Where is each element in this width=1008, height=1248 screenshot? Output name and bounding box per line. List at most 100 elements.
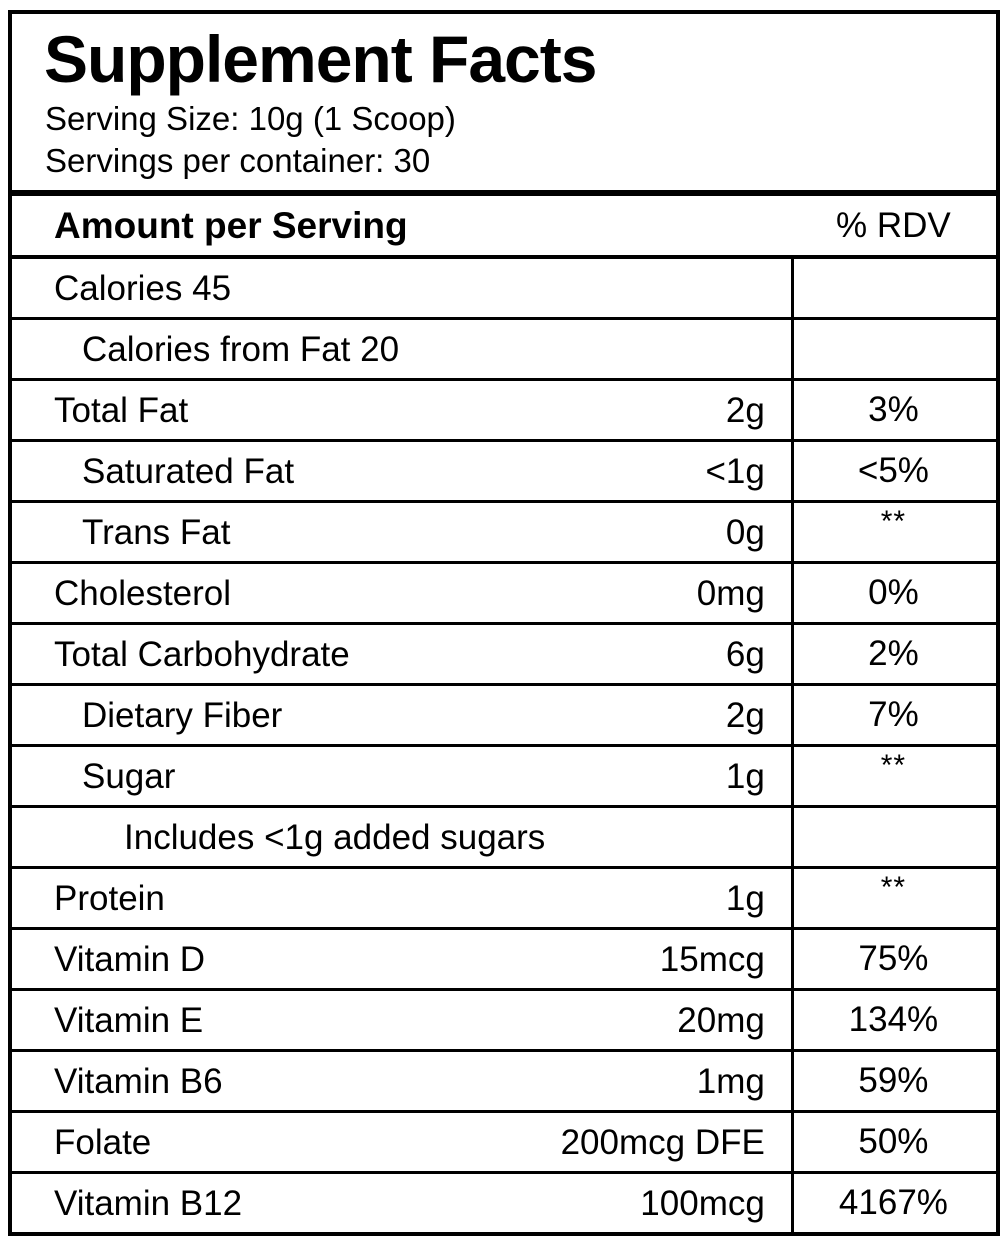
rdv-cell: 0% [790,561,996,625]
table-row: Calories 45 [12,256,996,320]
nutrient-amount: 1g [725,756,765,796]
nutrient-cell: Includes <1g added sugars [12,808,791,866]
nutrient-amount: 1g [725,878,765,918]
table-row: Protein 1g ** [12,866,996,930]
nutrient-cell: Trans Fat 0g [12,503,791,561]
nutrient-name: Total Fat [54,390,189,430]
row-divider [12,927,996,930]
row-divider [12,1171,996,1174]
table-row: Calories from Fat 20 [12,317,996,381]
nutrient-cell: Cholesterol 0mg [12,564,791,622]
rdv-value: 3% [868,390,919,429]
nutrient-cell: Vitamin D 15mcg [12,930,791,988]
nutrient-cell: Total Carbohydrate 6g [12,625,791,683]
rdv-cell: 134% [790,988,996,1052]
nutrient-cell: Calories from Fat 20 [12,320,791,378]
rdv-cell [790,317,996,381]
rdv-value: 75% [858,939,929,978]
rdv-cell: ** [790,866,996,930]
nutrient-cell: Protein 1g [12,869,791,927]
table-row: Vitamin D 15mcg 75% [12,927,996,991]
nutrient-name: Calories 45 [54,268,232,308]
nutrient-name: Calories from Fat 20 [82,329,400,369]
rdv-cell: ** [790,744,996,808]
rdv-value: 2% [868,634,919,673]
nutrient-name: Trans Fat [82,512,231,552]
nutrient-cell: Dietary Fiber 2g [12,686,791,744]
nutrient-name: Includes <1g added sugars [124,817,546,857]
table-row: Sugar 1g ** [12,744,996,808]
row-divider [12,500,996,503]
nutrition-table: Amount per Serving % RDV Calories 45 Calo… [12,196,996,1232]
rdv-header-cell: % RDV [791,196,996,255]
row-divider [12,805,996,808]
table-row: Cholesterol 0mg 0% [12,561,996,625]
nutrient-name: Sugar [82,756,176,796]
table-row: Dietary Fiber 2g 7% [12,683,996,747]
nutrient-cell: Calories 45 [12,259,791,317]
rdv-cell: 2% [790,622,996,686]
amount-per-serving-header: Amount per Serving [54,205,408,246]
nutrient-amount: 0mg [696,573,765,613]
nutrient-name: Cholesterol [54,573,232,613]
row-divider [12,683,996,686]
rdv-header: % RDV [836,205,951,245]
row-divider [12,1110,996,1113]
rdv-cell: ** [790,500,996,564]
nutrition-rows: Calories 45 Calories from Fat 20 Total Fat… [12,256,996,1232]
row-divider [12,622,996,625]
nutrient-name: Vitamin D [54,939,206,979]
table-row: Vitamin B12 100mcg 4167% [12,1171,996,1232]
rdv-cell: 75% [790,927,996,991]
nutrient-amount: 20mg [677,1000,765,1040]
supplement-facts-panel: Supplement Facts Serving Size: 10g (1 Sc… [8,10,1000,1236]
table-row: Trans Fat 0g ** [12,500,996,564]
row-divider [12,439,996,442]
rdv-value: 50% [858,1122,929,1161]
rdv-value: <5% [857,451,929,490]
table-row: Vitamin B6 1mg 59% [12,1049,996,1113]
nutrient-name: Vitamin B6 [54,1061,223,1101]
row-divider [12,561,996,564]
rdv-cell: 7% [790,683,996,747]
nutrient-amount: 15mcg [659,939,765,979]
nutrient-amount: 100mcg [640,1183,765,1223]
nutrient-amount: 2g [725,390,765,430]
rdv-value: 7% [868,695,919,734]
nutrient-name: Vitamin E [54,1000,204,1040]
row-divider [12,378,996,381]
nutrient-cell: Folate 200mcg DFE [12,1113,791,1171]
nutrient-name: Protein [54,878,165,918]
rdv-cell [790,805,996,869]
nutrient-name: Folate [54,1122,152,1162]
label-header-block: Supplement Facts Serving Size: 10g (1 Sc… [12,14,996,190]
rdv-value: 0% [868,573,919,612]
table-row: Vitamin E 20mg 134% [12,988,996,1052]
table-row: Total Carbohydrate 6g 2% [12,622,996,686]
rdv-cell: 59% [790,1049,996,1113]
nutrient-cell: Vitamin B6 1mg [12,1052,791,1110]
nutrient-cell: Saturated Fat <1g [12,442,791,500]
table-row: Saturated Fat <1g <5% [12,439,996,503]
row-divider [12,988,996,991]
row-divider [12,744,996,747]
row-divider [12,317,996,320]
nutrient-name: Total Carbohydrate [54,634,350,674]
table-header-row: Amount per Serving % RDV [12,196,996,255]
nutrient-cell: Vitamin E 20mg [12,991,791,1049]
nutrient-amount: <1g [705,451,765,491]
nutrient-cell: Total Fat 2g [12,381,791,439]
table-row: Total Fat 2g 3% [12,378,996,442]
nutrient-amount: 200mcg DFE [560,1122,765,1162]
header-divider [12,190,996,196]
rdv-value: 4167% [838,1183,948,1222]
serving-size-text: Serving Size: 10g (1 Scoop) [45,100,456,137]
rdv-cell: <5% [790,439,996,503]
rdv-cell: 3% [790,378,996,442]
nutrient-cell: Sugar 1g [12,747,791,805]
footnote-symbol: ** [880,505,907,538]
row-divider [12,1049,996,1052]
table-row: Includes <1g added sugars [12,805,996,869]
rdv-value: 134% [848,1000,939,1039]
rdv-cell: 50% [790,1110,996,1174]
